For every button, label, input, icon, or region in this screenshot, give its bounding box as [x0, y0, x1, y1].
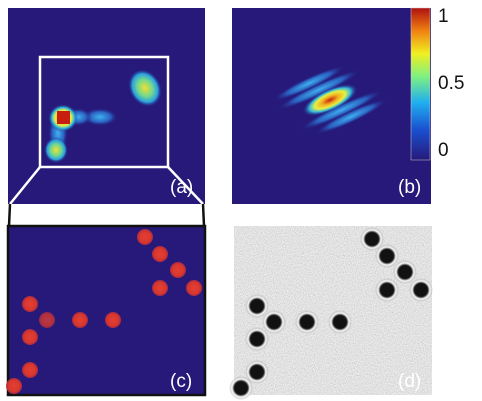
main-peak	[302, 83, 358, 117]
particle	[72, 312, 88, 328]
zoom-line	[7, 203, 12, 227]
particle	[105, 312, 121, 328]
colorbar-tick-label: 1	[438, 6, 449, 27]
zoom-box	[38, 55, 170, 169]
blob	[44, 137, 68, 163]
zoom-line	[9, 166, 41, 205]
bead	[262, 310, 286, 334]
particle	[152, 280, 168, 296]
particle	[186, 280, 202, 296]
bead	[245, 360, 269, 384]
blob	[82, 108, 118, 126]
panel-label: (c)	[170, 371, 192, 392]
bead	[245, 327, 269, 351]
fringe	[272, 65, 346, 102]
particle	[39, 312, 55, 328]
particle	[170, 262, 186, 278]
blob-core	[57, 111, 70, 124]
particle	[6, 378, 22, 394]
colorbar-tick-label: 0.5	[438, 73, 464, 94]
zoom-line	[201, 203, 206, 227]
panel-label: (a)	[170, 177, 193, 198]
particle	[22, 296, 38, 312]
panel-label: (d)	[398, 371, 421, 392]
bead	[295, 310, 319, 334]
particle	[137, 229, 153, 245]
particle	[22, 362, 38, 378]
particle	[152, 246, 168, 262]
particle	[22, 329, 38, 345]
fringe	[299, 89, 384, 131]
bead	[229, 376, 253, 400]
bead	[375, 278, 399, 302]
panel-label: (b)	[398, 177, 421, 198]
fringe	[276, 69, 361, 111]
zoom-line	[167, 166, 204, 205]
bead	[375, 244, 399, 268]
fringe	[314, 98, 388, 135]
bead	[409, 278, 433, 302]
bead	[328, 310, 352, 334]
colorbar-tick-label: 0	[438, 140, 449, 161]
panel-c	[6, 224, 207, 397]
blob	[127, 68, 163, 108]
bead	[393, 260, 417, 284]
colorbar	[410, 7, 431, 161]
bead	[245, 294, 269, 318]
bead	[360, 227, 384, 251]
